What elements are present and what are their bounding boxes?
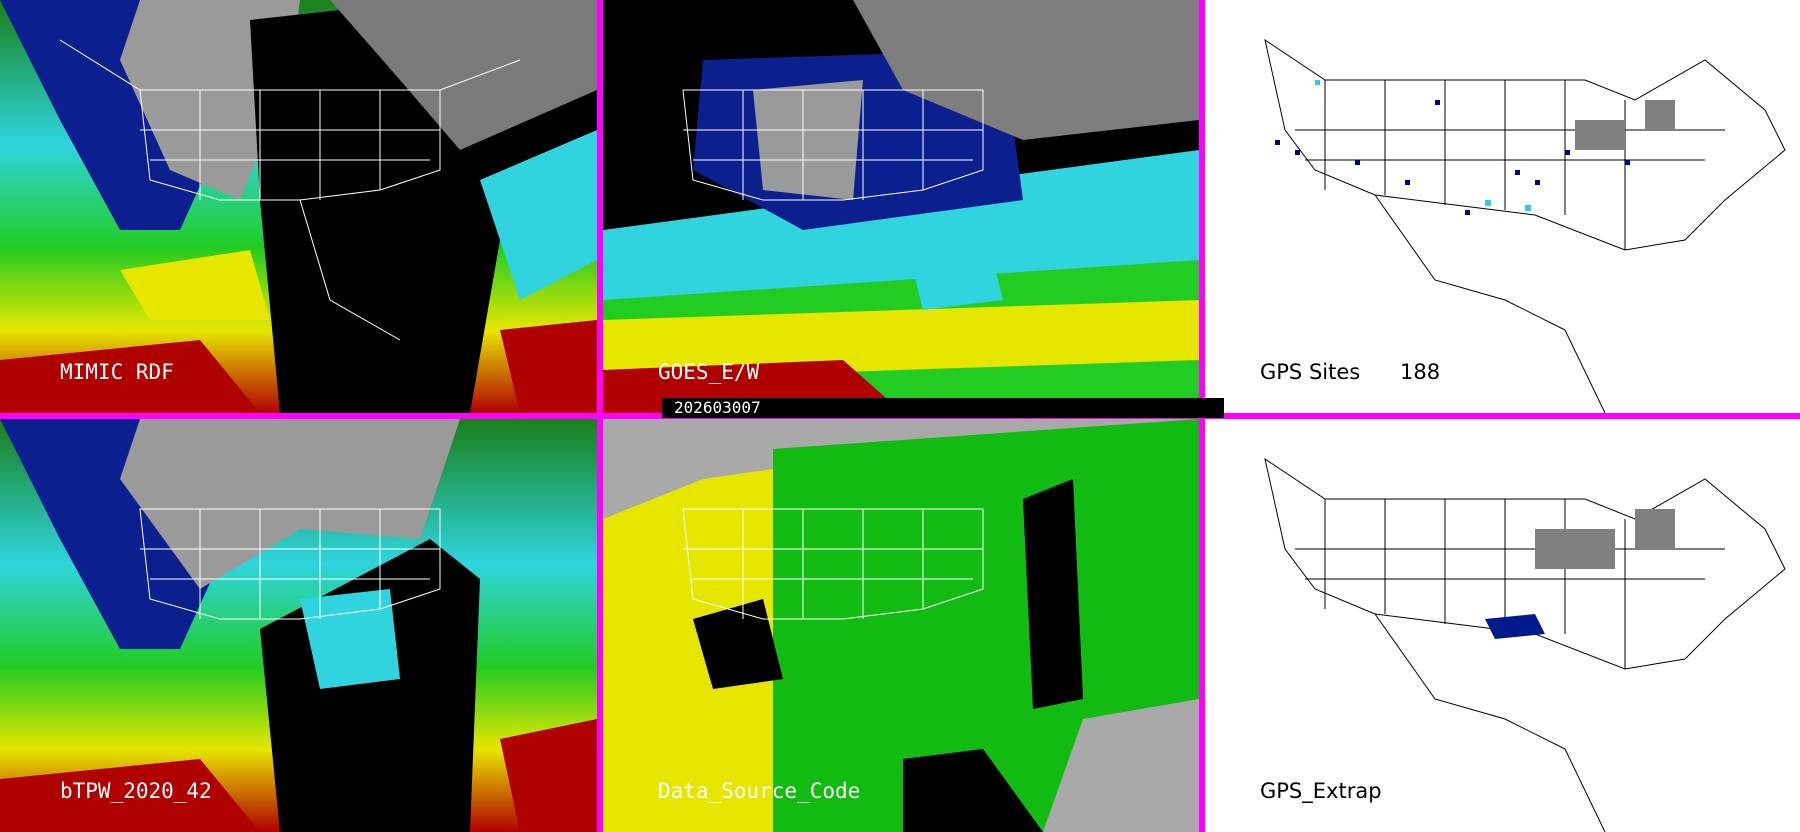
tpw-map-goes (603, 0, 1199, 413)
panel-label-mimic: MIMIC RDF (60, 360, 174, 384)
panel-data-source-code: Data_Source_Code (603, 419, 1199, 832)
gps-site-count: 188 (1400, 360, 1441, 384)
timestamp-bar: 202603007 (662, 398, 1224, 418)
panel-gps-sites: GPS Sites 188 (1205, 0, 1800, 413)
panel-label-gps-extrap: GPS_Extrap (1260, 779, 1382, 803)
tpw-map-mimic (0, 0, 597, 413)
panel-label-btpw: bTPW_2020_42 (60, 779, 212, 803)
panel-gps-extrap: GPS_Extrap (1205, 419, 1800, 832)
gps-sites-map (1264, 38, 1786, 413)
panel-label-goes: GOES_E/W (658, 360, 760, 384)
panel-label-data-source: Data_Source_Code (658, 779, 861, 803)
panel-goes-ew: GOES_E/W (603, 0, 1199, 413)
panel-mimic-rdf: MIMIC RDF (0, 0, 597, 413)
panel-label-gps-sites: GPS Sites (1260, 360, 1361, 384)
gps-extrap-map (1264, 457, 1786, 832)
tpw-map-btpw (0, 419, 597, 832)
data-source-map (603, 419, 1199, 832)
panel-btpw: bTPW_2020_42 (0, 419, 597, 832)
